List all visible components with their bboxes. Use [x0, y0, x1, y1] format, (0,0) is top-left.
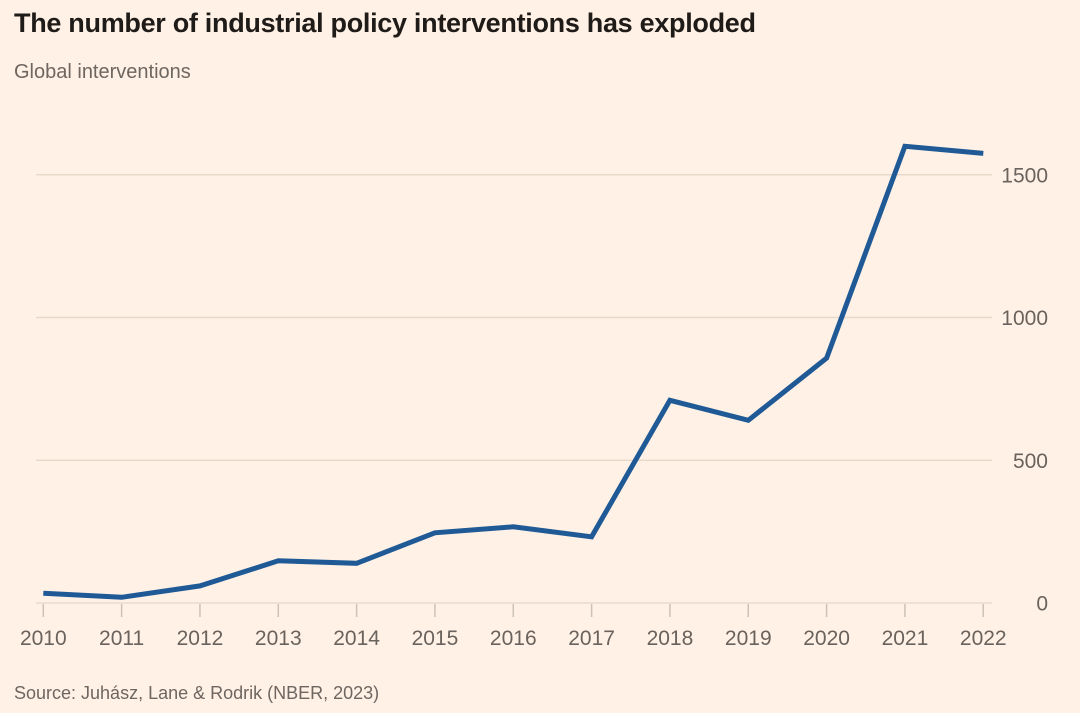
x-axis-label-2021: 2021	[882, 627, 929, 650]
x-axis-label-2012: 2012	[177, 627, 224, 650]
x-axis-label-2010: 2010	[20, 627, 67, 650]
y-axis-label-500: 500	[1013, 450, 1048, 473]
data-series-group	[43, 143, 984, 600]
y-axis-label-1500: 1500	[1001, 164, 1048, 187]
y-axis-label-0: 0	[1036, 593, 1048, 616]
x-axis-label-2019: 2019	[725, 627, 772, 650]
x-axis-label-2020: 2020	[803, 627, 850, 650]
chart-subtitle: Global interventions	[14, 61, 191, 83]
x-axis-labels-group: 2010 2011 2012 2013 2014 2015 2016 2017 2018 2019…	[20, 627, 1007, 650]
data-line-global-interventions	[43, 143, 984, 600]
x-axis-label-2017: 2017	[568, 627, 615, 650]
y-axis-label-1000: 1000	[1001, 307, 1048, 330]
chart-title: The number of industrial policy interven…	[14, 8, 756, 38]
x-axis-label-2013: 2013	[255, 627, 302, 650]
x-axis-label-2015: 2015	[412, 627, 459, 650]
x-axis-label-2014: 2014	[333, 627, 380, 650]
source-note: Source: Juhász, Lane & Rodrik (NBER, 202…	[14, 683, 380, 703]
x-tick-marks-group	[42, 604, 985, 617]
x-axis-label-2018: 2018	[647, 627, 694, 650]
x-axis-label-2022: 2022	[960, 627, 1007, 650]
x-axis-label-2016: 2016	[490, 627, 537, 650]
x-axis-label-2011: 2011	[99, 627, 144, 650]
y-axis-labels-group: 0 500 1000 1500	[1001, 164, 1048, 615]
gridlines-group	[36, 174, 992, 604]
